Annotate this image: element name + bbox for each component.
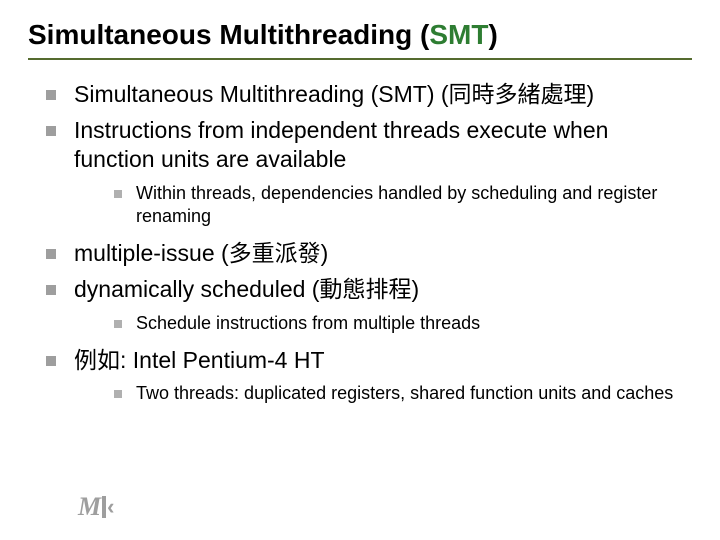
logo-k-bar — [102, 496, 106, 518]
title-container: Simultaneous Multithreading (SMT) — [28, 18, 692, 60]
bullet-2-sub-1-text: Within threads, dependencies handled by … — [136, 183, 657, 226]
slide: Simultaneous Multithreading (SMT) Simult… — [0, 0, 720, 540]
title-acronym: SMT — [429, 19, 488, 50]
logo-m: M — [78, 492, 100, 522]
bullet-1-text: Simultaneous Multithreading (SMT) (同時多緒處… — [74, 81, 594, 107]
bullet-2-sublist: Within threads, dependencies handled by … — [74, 182, 692, 229]
logo-k: ‹ — [102, 496, 113, 518]
publisher-logo: M ‹ — [78, 492, 113, 522]
title-suffix: ) — [488, 19, 497, 50]
bullet-item-3: multiple-issue (多重派發) — [46, 239, 692, 268]
bullet-5-text: 例如: Intel Pentium-4 HT — [74, 347, 325, 373]
bullet-2-sub-1: Within threads, dependencies handled by … — [114, 182, 692, 229]
bullet-item-1: Simultaneous Multithreading (SMT) (同時多緒處… — [46, 80, 692, 109]
bullet-item-5: 例如: Intel Pentium-4 HT Two threads: dupl… — [46, 346, 692, 406]
title-prefix: Simultaneous Multithreading ( — [28, 19, 429, 50]
bullet-list: Simultaneous Multithreading (SMT) (同時多緒處… — [28, 80, 692, 406]
bullet-5-sublist: Two threads: duplicated registers, share… — [74, 382, 692, 405]
bullet-4-sub-1: Schedule instructions from multiple thre… — [114, 312, 692, 335]
bullet-5-sub-1-text: Two threads: duplicated registers, share… — [136, 383, 673, 403]
bullet-item-4: dynamically scheduled (動態排程) Schedule in… — [46, 275, 692, 335]
bullet-2-text: Instructions from independent threads ex… — [74, 117, 608, 172]
logo-k-angle: ‹ — [107, 496, 113, 518]
bullet-4-sub-1-text: Schedule instructions from multiple thre… — [136, 313, 480, 333]
bullet-item-2: Instructions from independent threads ex… — [46, 116, 692, 228]
bullet-5-sub-1: Two threads: duplicated registers, share… — [114, 382, 692, 405]
slide-title: Simultaneous Multithreading (SMT) — [28, 18, 692, 52]
bullet-4-text: dynamically scheduled (動態排程) — [74, 276, 419, 302]
bullet-4-sublist: Schedule instructions from multiple thre… — [74, 312, 692, 335]
bullet-3-text: multiple-issue (多重派發) — [74, 240, 328, 266]
